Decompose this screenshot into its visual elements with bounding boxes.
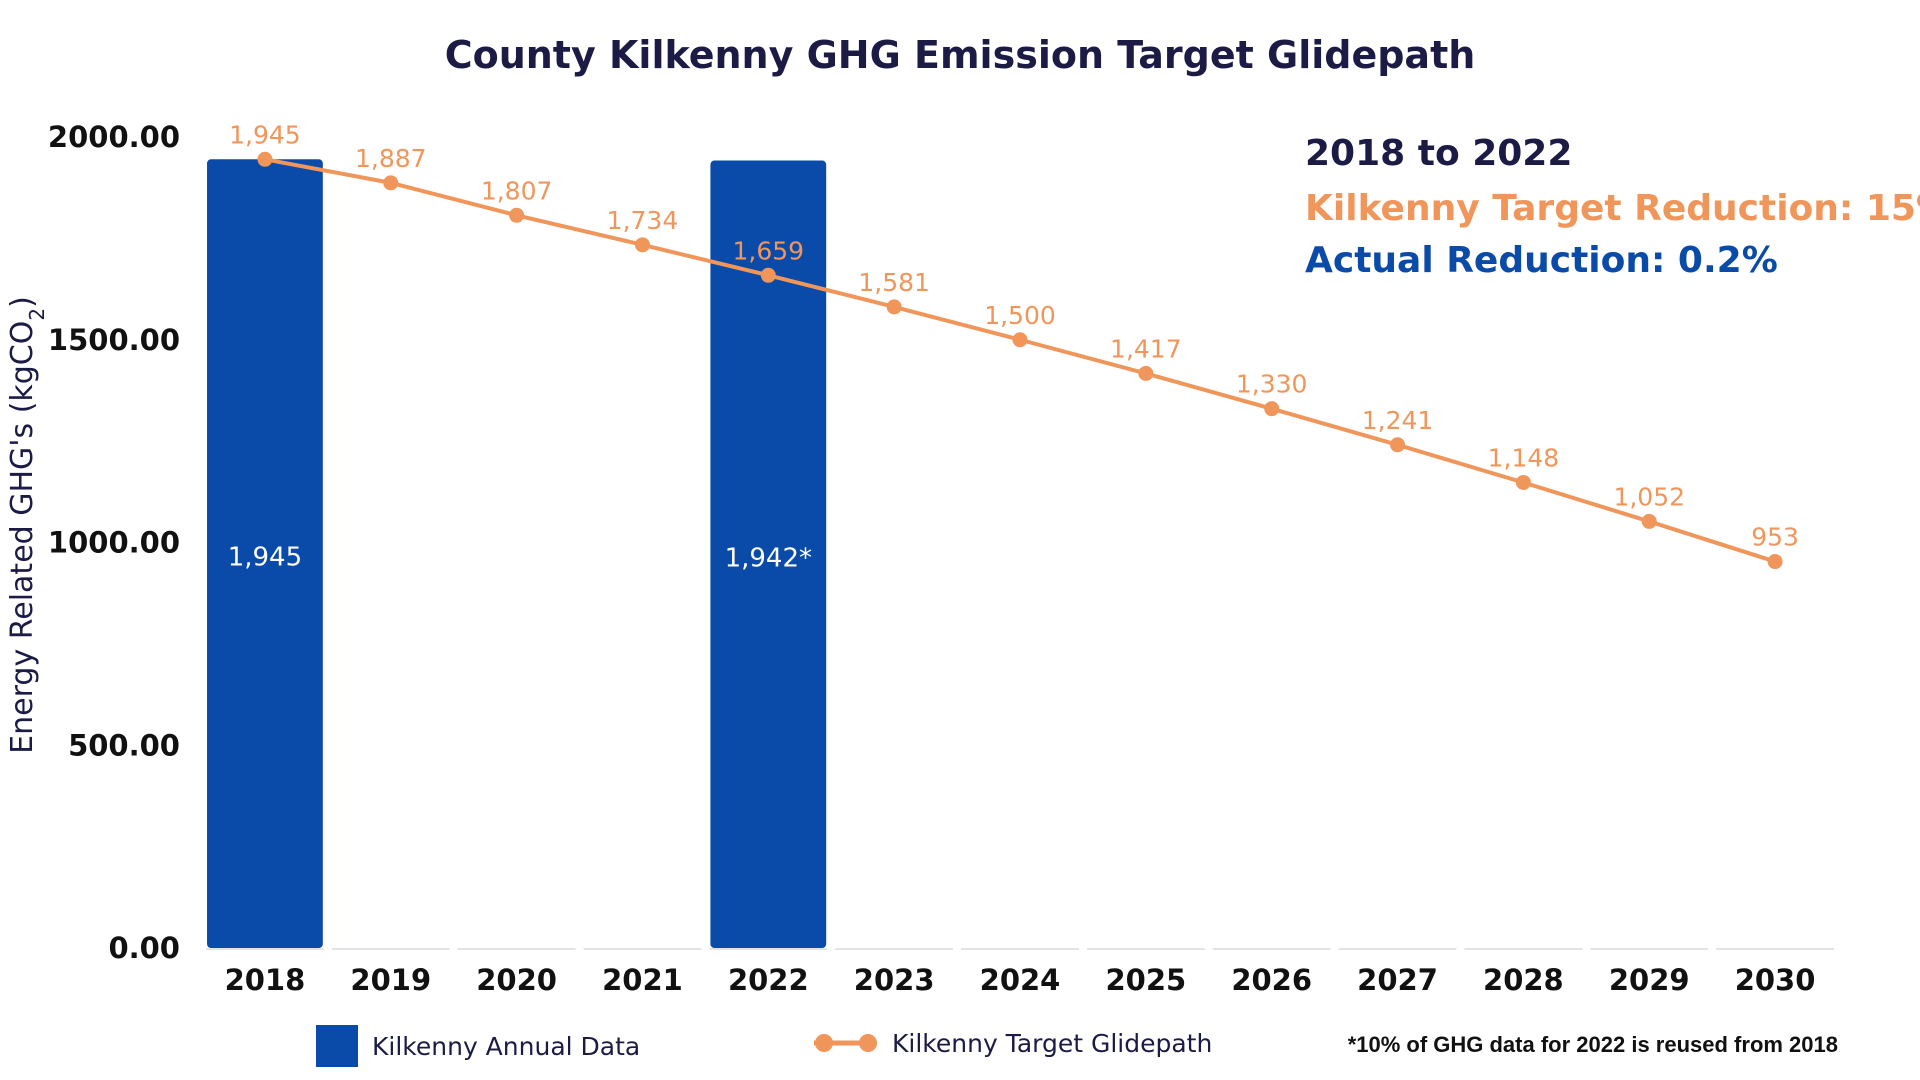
bar-2022 — [710, 160, 827, 949]
x-tick-label: 2027 — [1357, 963, 1438, 997]
glidepath-data-label: 1,052 — [1613, 482, 1685, 511]
glidepath-data-label: 1,581 — [858, 268, 930, 297]
y-tick-label: 1500.00 — [48, 323, 180, 357]
glidepath-data-label: 1,417 — [1110, 334, 1182, 363]
legend-swatch-bars — [316, 1025, 358, 1067]
x-tick-label: 2030 — [1735, 963, 1816, 997]
glidepath-data-label: 1,659 — [733, 236, 805, 265]
glidepath-point-2021 — [634, 237, 650, 253]
glidepath-point-2023 — [886, 299, 902, 315]
x-tick-label: 2026 — [1231, 963, 1312, 997]
x-tick-label: 2022 — [728, 963, 809, 997]
glidepath-series: 1,945 1,887 1,807 1,734 1,659 1,581 1,500 1,417… — [229, 120, 1799, 570]
legend-swatch-marker-right — [859, 1034, 877, 1052]
glidepath-data-label: 1,734 — [607, 206, 679, 235]
x-tick-label: 2028 — [1483, 963, 1564, 997]
annotation-target-reduction: Kilkenny Target Reduction: 15% — [1305, 188, 1920, 229]
x-tick-label: 2023 — [854, 963, 935, 997]
glidepath-data-label: 1,887 — [355, 144, 427, 173]
x-tick-label: 2025 — [1105, 963, 1186, 997]
glidepath-point-2020 — [509, 207, 525, 223]
bar-data-label: 1,942* — [725, 543, 812, 573]
legend-label-bars: Kilkenny Annual Data — [372, 1032, 640, 1061]
y-tick-label: 0.00 — [108, 931, 180, 965]
x-tick-label: 2018 — [225, 963, 306, 997]
legend-swatch-marker-left — [815, 1034, 833, 1052]
x-tick-label: 2021 — [602, 963, 683, 997]
x-tick-label: 2024 — [980, 963, 1061, 997]
y-tick-label: 500.00 — [68, 728, 180, 762]
y-axis-ticks: 0.00 500.00 1000.00 1500.00 2000.00 — [48, 120, 180, 965]
glidepath-data-label: 1,945 — [229, 120, 301, 149]
legend-label-line: Kilkenny Target Glidepath — [892, 1029, 1212, 1058]
glidepath-data-label: 1,241 — [1362, 406, 1434, 435]
chart-title: County Kilkenny GHG Emission Target Glid… — [445, 33, 1476, 77]
y-tick-label: 2000.00 — [48, 120, 180, 154]
glidepath-point-2018 — [257, 151, 273, 167]
glidepath-point-2029 — [1641, 513, 1657, 529]
y-tick-label: 1000.00 — [48, 526, 180, 560]
glidepath-data-label: 1,500 — [984, 301, 1056, 330]
glidepath-point-2024 — [1012, 332, 1028, 348]
y-axis-label-main: Energy Related GHG's (kgCO — [5, 321, 40, 754]
y-axis-label-subscript: 2 — [25, 308, 49, 321]
annotation-period: 2018 to 2022 — [1305, 133, 1572, 174]
x-axis-ticks: 2018 2019 2020 2021 2022 2023 2024 2025 2026 2027… — [225, 963, 1816, 997]
y-axis-label: Energy Related GHG's (kgCO2) — [5, 296, 49, 754]
x-tick-label: 2029 — [1609, 963, 1690, 997]
glidepath-point-2030 — [1767, 554, 1783, 570]
bar-data-label: 1,945 — [228, 543, 302, 573]
legend: Kilkenny Annual Data Kilkenny Target Gli… — [316, 1025, 1212, 1067]
bar-2018 — [207, 159, 323, 949]
glidepath-data-label: 953 — [1751, 523, 1799, 552]
glidepath-point-2025 — [1138, 365, 1154, 381]
glidepath-data-label: 1,807 — [481, 176, 553, 205]
glidepath-point-2019 — [383, 175, 399, 191]
footnote: *10% of GHG data for 2022 is reused from… — [1348, 1032, 1838, 1057]
annotation-actual-reduction: Actual Reduction: 0.2% — [1305, 240, 1778, 281]
glidepath-point-2026 — [1264, 401, 1280, 417]
glidepath-point-2027 — [1390, 437, 1406, 453]
glidepath-data-label: 1,330 — [1236, 370, 1308, 399]
glidepath-point-2022 — [760, 267, 776, 283]
bar-series: 1,945 1,942* — [207, 159, 827, 949]
y-axis-label-end: ) — [5, 296, 40, 308]
reduction-annotations: 2018 to 2022 Kilkenny Target Reduction: … — [1305, 133, 1920, 281]
glidepath-data-label: 1,148 — [1488, 443, 1560, 472]
x-tick-label: 2019 — [350, 963, 431, 997]
x-tick-label: 2020 — [476, 963, 557, 997]
glidepath-point-2028 — [1515, 474, 1531, 490]
